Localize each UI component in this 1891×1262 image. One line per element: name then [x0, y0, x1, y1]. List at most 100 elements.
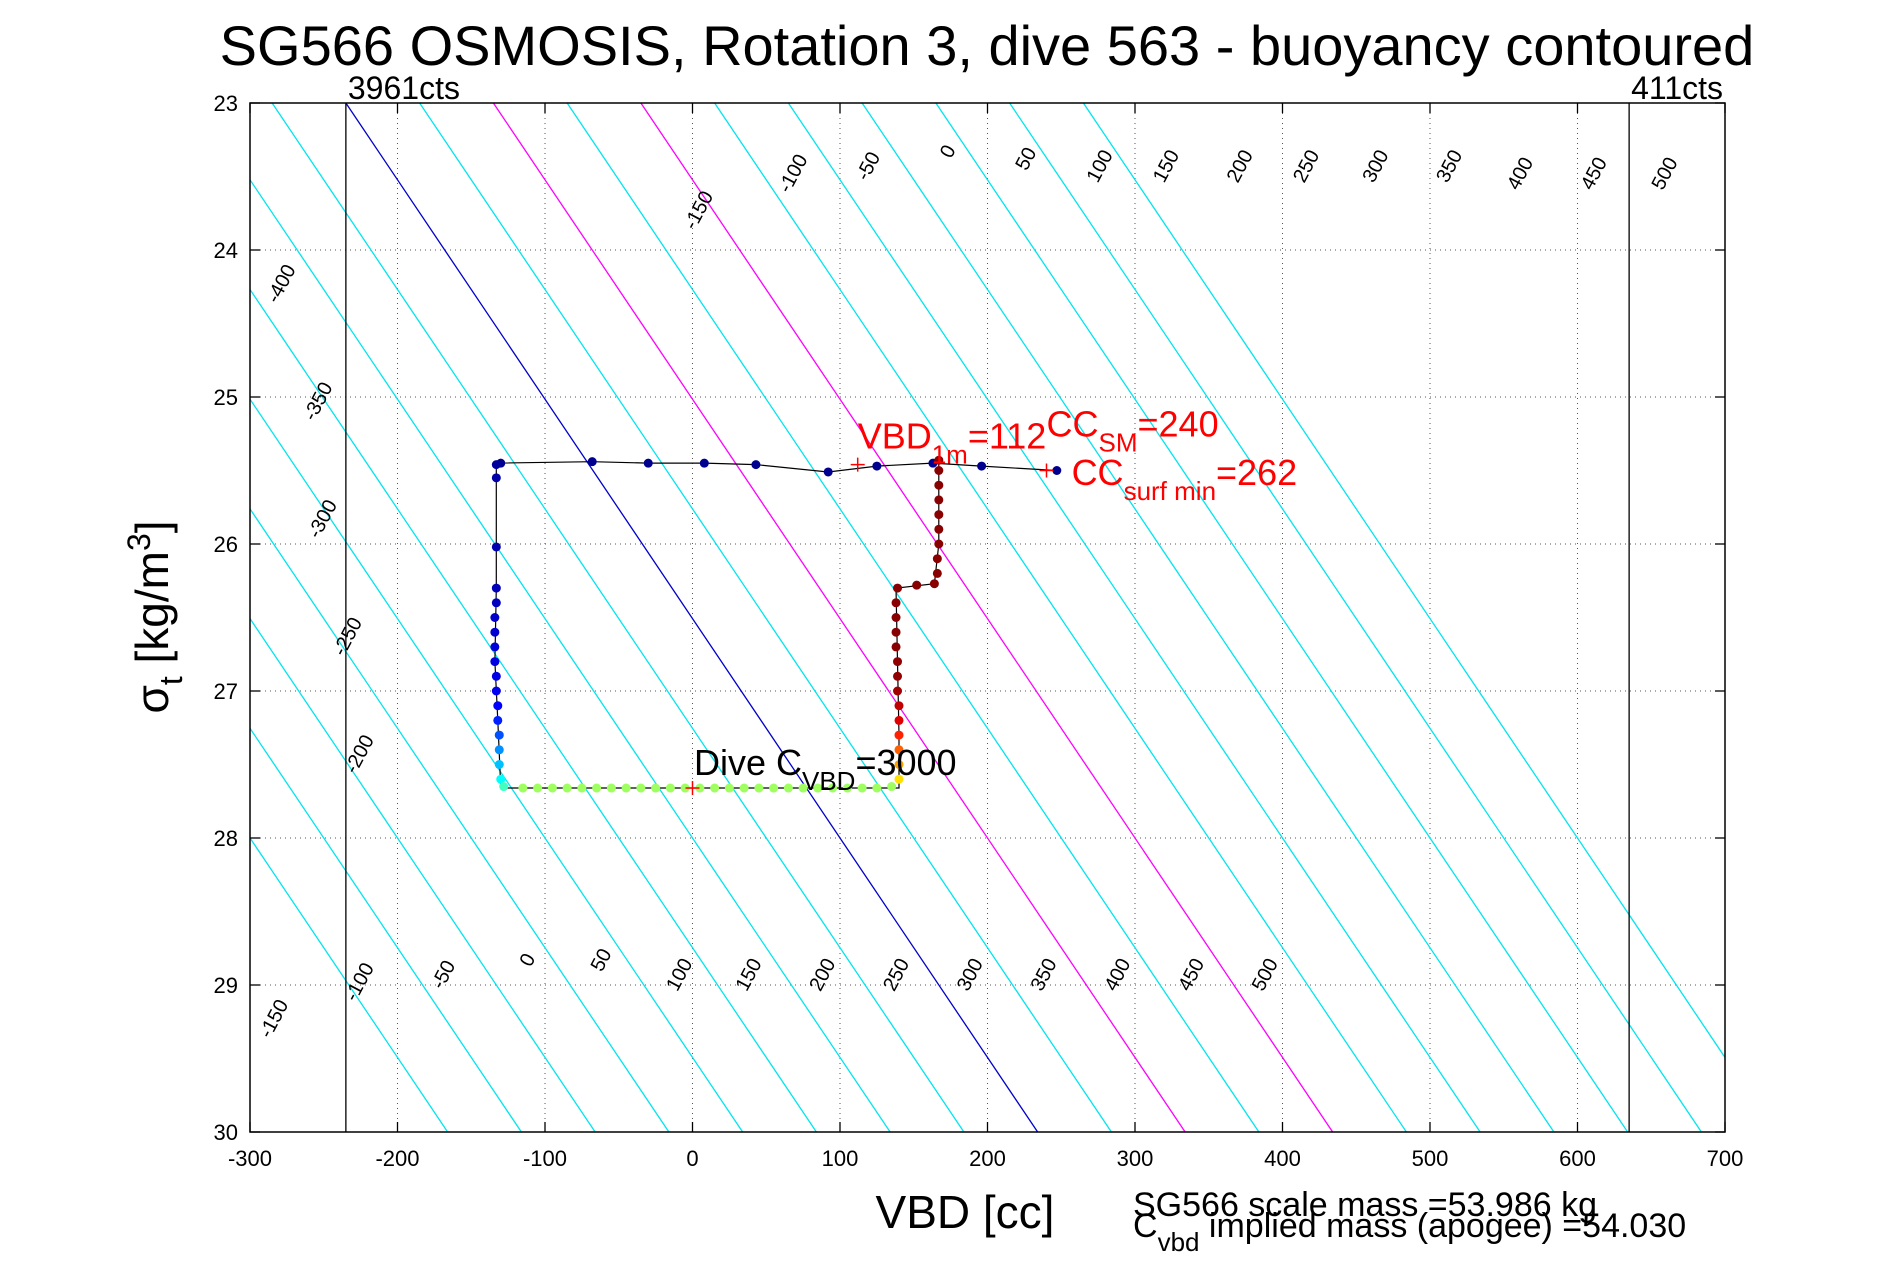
- data-point: [562, 783, 572, 793]
- annotation-divecvbd: Dive CVBD=3000: [694, 742, 957, 796]
- data-point: [891, 627, 901, 637]
- data-point: [932, 568, 942, 578]
- annotation-sub: 1m: [932, 439, 968, 469]
- y-tick-label: 27: [214, 679, 238, 704]
- data-point: [699, 458, 709, 468]
- data-point: [494, 730, 504, 740]
- annotation-tail: =262: [1216, 452, 1297, 493]
- data-point: [493, 715, 503, 725]
- footer-implied-mass: Cvbd implied mass (apogee) =54.030: [1133, 1207, 1686, 1257]
- data-point: [621, 783, 631, 793]
- data-point: [491, 583, 501, 593]
- x-tick-label: 600: [1559, 1146, 1596, 1171]
- annotation-main: VBD: [858, 415, 932, 456]
- data-point: [547, 783, 557, 793]
- data-point: [894, 745, 904, 755]
- data-points: [490, 455, 1062, 793]
- data-point: [934, 455, 944, 465]
- y-axis-label-base: σ: [126, 685, 178, 713]
- data-point: [891, 598, 901, 608]
- data-point: [665, 783, 675, 793]
- x-tick-label: 300: [1117, 1146, 1154, 1171]
- data-point: [751, 460, 761, 470]
- contour-line: [787, 103, 1481, 1132]
- data-point: [491, 460, 501, 470]
- contour-line: [250, 727, 522, 1132]
- limit-line-label: 3961cts: [348, 70, 460, 106]
- x-tick-label: 0: [686, 1146, 698, 1171]
- data-point: [929, 579, 939, 589]
- annotation-main: CC: [1047, 404, 1099, 445]
- x-tick-label: -200: [375, 1146, 419, 1171]
- contour-line: [250, 617, 596, 1132]
- footer-scale-mass: SG566 scale mass =53.986 kg: [1133, 1186, 1597, 1224]
- limit-lines: 3961cts 411cts: [345, 70, 1723, 1132]
- data-point: [490, 627, 500, 637]
- red-markers: [685, 457, 1054, 796]
- data-point: [894, 701, 904, 711]
- annotation-tail: =3000: [855, 742, 956, 783]
- contour-line: [1009, 103, 1702, 1132]
- data-point: [490, 657, 500, 667]
- y-axis-label-main: [kg/m: [126, 551, 178, 676]
- y-axis-label: σt [kg/m3]: [121, 520, 189, 713]
- contour-line: [419, 103, 1112, 1132]
- y-tick-label: 25: [214, 385, 238, 410]
- x-tick-label: 500: [1412, 1146, 1449, 1171]
- data-point: [823, 467, 833, 477]
- data-point: [934, 495, 944, 505]
- y-tick-label: 23: [214, 91, 238, 116]
- contour-line: [250, 288, 817, 1132]
- annotation-vbd1m: VBD1m=112: [858, 415, 1047, 469]
- data-point: [494, 760, 504, 769]
- data-point: [518, 783, 528, 793]
- y-tick-label: 24: [214, 238, 238, 263]
- y-axis-label-close: ]: [126, 520, 178, 533]
- data-point: [934, 539, 944, 549]
- x-tick-label: 100: [822, 1146, 859, 1171]
- annotation-sub: SM: [1099, 428, 1138, 458]
- data-point: [932, 554, 942, 564]
- data-point: [813, 783, 823, 793]
- data-point: [893, 686, 903, 696]
- data-point: [651, 783, 661, 793]
- annotation-ccsm: CCSM=240: [1047, 404, 1219, 458]
- contour-line: [492, 103, 1186, 1132]
- data-point: [587, 457, 597, 467]
- y-tick-label: 30: [214, 1120, 238, 1145]
- data-point: [894, 760, 904, 769]
- data-point: [783, 783, 793, 793]
- data-point: [893, 657, 903, 667]
- contour-line: [250, 398, 744, 1132]
- data-point: [680, 783, 690, 793]
- contour-line: [1082, 103, 1725, 1059]
- annotation-main: Dive C: [694, 742, 802, 783]
- chart-title: SG566 OSMOSIS, Rotation 3, dive 563 - bu…: [220, 14, 1755, 77]
- data-point: [496, 774, 506, 784]
- data-point: [934, 524, 944, 534]
- data-point: [739, 783, 749, 793]
- y-tick-label: 26: [214, 532, 238, 557]
- data-point: [490, 613, 500, 622]
- data-point: [894, 730, 904, 740]
- data-point: [636, 783, 646, 793]
- x-tick-label: 200: [969, 1146, 1006, 1171]
- x-tick-label: -100: [523, 1146, 567, 1171]
- data-point: [491, 473, 501, 483]
- x-axis-label: VBD [cc]: [876, 1186, 1055, 1238]
- y-tick-label: 29: [214, 973, 238, 998]
- data-point: [798, 783, 808, 793]
- data-point: [533, 783, 543, 793]
- footer-implied-main: C: [1133, 1207, 1158, 1245]
- contour-line: [250, 178, 891, 1132]
- data-point: [1052, 466, 1062, 475]
- data-point: [893, 583, 903, 593]
- data-point: [842, 783, 852, 793]
- data-point: [577, 783, 587, 793]
- data-point: [912, 580, 922, 590]
- data-point: [754, 783, 764, 793]
- data-point: [872, 461, 882, 471]
- data-point: [887, 782, 897, 792]
